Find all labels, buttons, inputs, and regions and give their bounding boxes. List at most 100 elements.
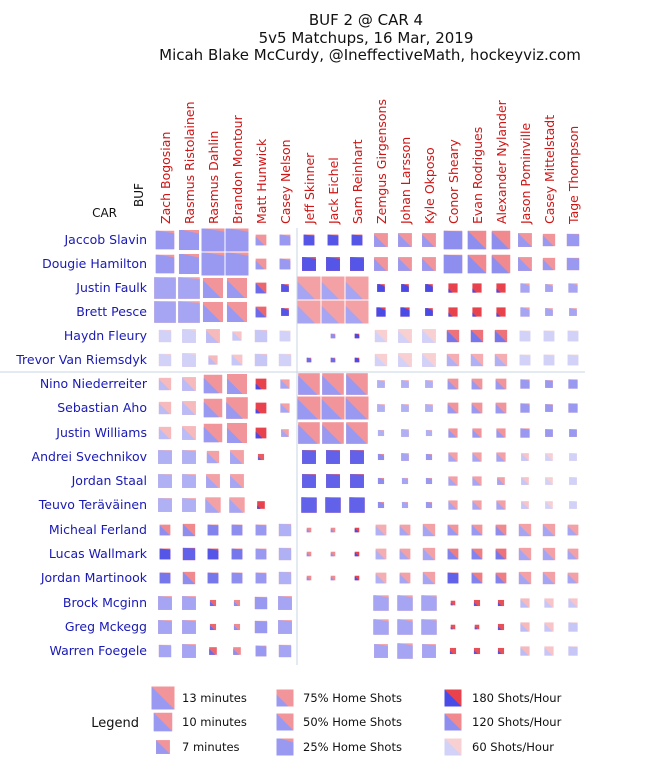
matchup-cell xyxy=(398,233,412,247)
home-share-fill xyxy=(208,355,218,365)
away-share-fill xyxy=(373,595,389,611)
matchup-cell xyxy=(400,307,410,317)
matchup-cell xyxy=(472,307,482,317)
away-share-fill xyxy=(276,694,289,707)
matchup-cell xyxy=(566,233,580,247)
matchup-cell xyxy=(521,453,529,461)
away-share-fill xyxy=(520,428,530,438)
matchup-cell xyxy=(377,477,385,485)
away-share-fill xyxy=(254,620,268,634)
away-share-fill xyxy=(354,552,359,557)
away-share-fill xyxy=(202,280,221,299)
matchup-cell xyxy=(471,572,483,584)
away-share-fill xyxy=(447,524,459,536)
away-share-fill xyxy=(302,474,316,488)
matchup-cell xyxy=(425,284,433,292)
away-share-fill xyxy=(543,354,555,366)
matchup-cell xyxy=(425,404,433,412)
home-share-fill xyxy=(255,427,267,439)
away-share-fill xyxy=(178,253,200,275)
home-share-fill xyxy=(375,548,387,560)
matchup-cell xyxy=(155,254,175,274)
away-share-fill xyxy=(276,713,294,731)
legend-share-label: 25% Home Shots xyxy=(303,740,402,754)
away-share-fill xyxy=(422,329,436,343)
away-share-fill xyxy=(401,501,409,509)
matchup-cell xyxy=(448,307,458,317)
matchup-cell xyxy=(154,277,176,299)
matchup-cell xyxy=(231,354,243,366)
matchup-cell xyxy=(232,331,242,341)
away-share-fill xyxy=(182,426,196,440)
matchup-cell xyxy=(377,284,385,292)
matchup-cell xyxy=(205,497,221,513)
legend-rate-swatch xyxy=(444,689,462,707)
matchup-cell xyxy=(278,596,292,610)
away-share-fill xyxy=(567,549,578,560)
away-share-fill xyxy=(345,281,364,300)
matchup-cell xyxy=(159,548,171,560)
away-share-fill xyxy=(375,549,386,560)
matchup-cell xyxy=(206,474,220,488)
legend-size-label: 10 minutes xyxy=(182,715,247,729)
away-share-fill xyxy=(205,498,220,513)
away-share-fill xyxy=(203,377,220,394)
away-share-fill xyxy=(377,429,385,437)
matchup-cell xyxy=(158,498,172,512)
matchup-cell xyxy=(447,524,459,536)
home-share-fill xyxy=(233,647,241,655)
away-share-fill xyxy=(155,254,175,274)
away-share-fill xyxy=(226,427,243,444)
matchup-cell xyxy=(519,330,531,342)
away-share-fill xyxy=(545,308,553,316)
matchup-cell xyxy=(497,477,505,485)
matchup-cell xyxy=(209,623,217,631)
matchup-cell xyxy=(281,308,289,316)
away-share-fill xyxy=(542,259,554,271)
away-share-fill xyxy=(473,650,478,655)
away-share-fill xyxy=(255,383,262,390)
matchup-cell xyxy=(231,524,243,536)
matchup-cell xyxy=(182,523,196,537)
home-share-fill xyxy=(255,378,267,390)
matchup-cell xyxy=(470,353,484,367)
matchup-cell xyxy=(279,234,291,246)
away-share-fill xyxy=(398,233,412,247)
home-share-fill xyxy=(399,572,411,584)
home-share-fill xyxy=(447,402,459,414)
column-label: Conor Sheary xyxy=(446,139,461,224)
away-share-fill xyxy=(448,312,453,317)
away-share-fill xyxy=(255,645,267,657)
column-label: Matt Hunwick xyxy=(254,138,269,224)
matchup-cell xyxy=(401,453,409,461)
column-label: Zemgus Girgensons xyxy=(374,99,389,224)
away-share-fill xyxy=(373,619,389,635)
matchup-cell xyxy=(302,257,316,271)
matchup-cell xyxy=(494,353,508,367)
away-share-fill xyxy=(158,474,172,488)
home-share-fill xyxy=(354,527,360,533)
away-share-fill xyxy=(182,644,196,658)
home-share-fill xyxy=(257,453,265,461)
away-share-fill xyxy=(301,497,317,513)
away-share-fill xyxy=(297,305,316,324)
matchup-cell xyxy=(446,353,460,367)
away-share-fill xyxy=(306,357,312,363)
away-share-fill xyxy=(226,280,245,299)
matchup-cell xyxy=(401,477,409,485)
matchup-cell xyxy=(472,452,482,462)
matchup-cell xyxy=(297,396,321,420)
matchup-cell xyxy=(306,357,312,363)
matchup-cell xyxy=(399,524,411,536)
away-share-fill xyxy=(298,375,318,395)
matchup-cell xyxy=(518,571,532,585)
away-share-fill xyxy=(207,548,219,560)
away-share-fill xyxy=(401,453,409,461)
away-share-fill xyxy=(182,353,196,367)
away-share-fill xyxy=(281,308,289,316)
home-share-fill xyxy=(448,476,458,486)
home-share-fill xyxy=(520,598,530,608)
matchup-cell xyxy=(472,476,482,486)
matchup-cell xyxy=(255,234,267,246)
away-share-fill xyxy=(158,450,172,464)
